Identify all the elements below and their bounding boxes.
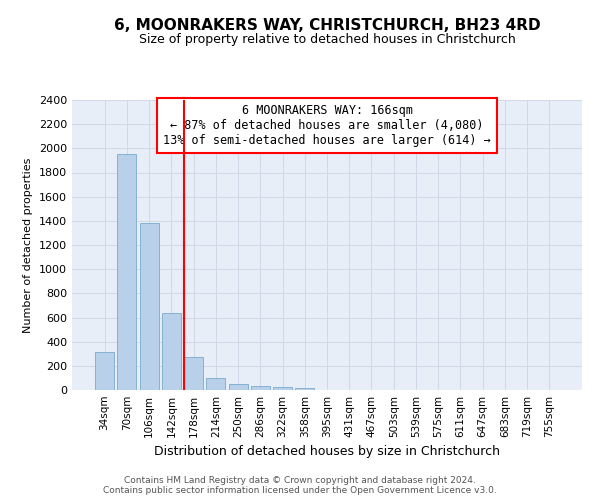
Bar [251,386,270,390]
Bar [273,387,292,390]
Bar [162,314,181,390]
Text: Size of property relative to detached houses in Christchurch: Size of property relative to detached ho… [139,32,515,46]
Bar [95,352,114,390]
Y-axis label: Number of detached properties: Number of detached properties [23,158,34,332]
X-axis label: Distribution of detached houses by size in Christchurch: Distribution of detached houses by size … [154,446,500,458]
Text: 6, MOONRAKERS WAY, CHRISTCHURCH, BH23 4RD: 6, MOONRAKERS WAY, CHRISTCHURCH, BH23 4R… [113,18,541,32]
Bar [184,358,203,390]
Bar [229,384,248,390]
Bar [140,223,158,390]
Bar [295,388,314,390]
Bar [118,154,136,390]
Text: Contains HM Land Registry data © Crown copyright and database right 2024.
Contai: Contains HM Land Registry data © Crown c… [103,476,497,495]
Bar [206,378,225,390]
Text: 6 MOONRAKERS WAY: 166sqm
← 87% of detached houses are smaller (4,080)
13% of sem: 6 MOONRAKERS WAY: 166sqm ← 87% of detach… [163,104,491,148]
